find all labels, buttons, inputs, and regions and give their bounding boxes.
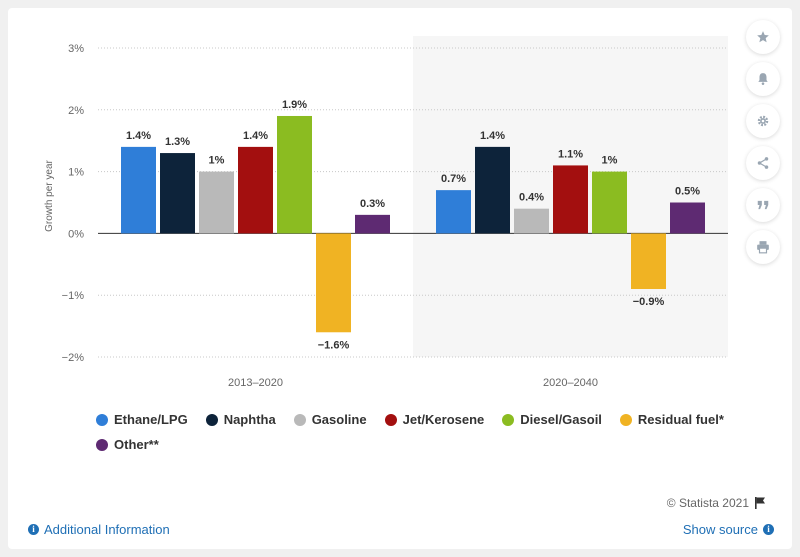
statista-credit[interactable]: © Statista 2021 <box>667 496 766 510</box>
legend-marker <box>96 413 108 426</box>
bar[interactable] <box>670 202 705 234</box>
y-tick-label: 0% <box>68 228 84 240</box>
data-label: 1.4% <box>126 130 151 142</box>
info-icon: i <box>763 524 774 535</box>
cite-button[interactable] <box>746 188 780 222</box>
x-tick-label: 2013–2020 <box>228 377 283 389</box>
legend-item-diesel-gasoil[interactable]: Diesel/Gasoil <box>502 412 602 427</box>
data-label: 1.3% <box>165 136 190 148</box>
bar[interactable] <box>475 146 510 234</box>
data-label: 1.1% <box>558 148 583 160</box>
bar[interactable] <box>553 165 588 234</box>
bell-icon <box>758 73 768 85</box>
additional-information-label: Additional Information <box>44 522 170 537</box>
info-icon: i <box>28 524 39 535</box>
y-tick-label: −1% <box>62 290 85 302</box>
legend-label: Jet/Kerosene <box>402 412 485 427</box>
gear-icon <box>757 115 769 127</box>
show-source-label: Show source <box>682 522 758 537</box>
bar[interactable] <box>316 233 351 333</box>
bar[interactable] <box>514 208 549 234</box>
data-label: 1% <box>602 155 618 167</box>
bar[interactable] <box>277 115 312 234</box>
bar[interactable] <box>238 146 273 234</box>
share-icon <box>757 157 769 169</box>
legend-label: Naphtha <box>223 412 276 427</box>
data-label: 0.3% <box>360 198 385 210</box>
chart-legend: Ethane/LPG Naphtha Gasoline Jet/Kerosene… <box>96 412 736 452</box>
legend-marker <box>384 413 397 426</box>
settings-button[interactable] <box>746 104 780 138</box>
legend-label: Other** <box>114 437 159 452</box>
legend-label: Residual fuel* <box>637 412 724 427</box>
bar[interactable] <box>436 190 471 234</box>
bar[interactable] <box>199 171 234 234</box>
legend-item-naphtha[interactable]: Naphtha <box>205 412 276 427</box>
bar[interactable] <box>355 214 390 234</box>
data-label: 1% <box>209 155 225 167</box>
legend-marker <box>619 413 632 426</box>
legend-marker <box>205 413 218 426</box>
printer-icon <box>757 241 769 254</box>
data-label: 1.4% <box>480 130 505 142</box>
x-tick-label: 2020–2040 <box>543 377 598 389</box>
y-tick-label: 2% <box>68 105 84 117</box>
legend-label: Gasoline <box>311 412 367 427</box>
y-tick-label: 1% <box>68 167 84 179</box>
additional-information-link[interactable]: i Additional Information <box>28 522 170 537</box>
quote-icon <box>757 200 769 210</box>
legend-item-jet-kerosene[interactable]: Jet/Kerosene <box>384 412 485 427</box>
data-label: 0.5% <box>675 186 700 198</box>
flag-icon <box>755 497 765 509</box>
star-icon <box>757 31 769 43</box>
data-label: 0.7% <box>441 173 466 185</box>
legend-marker <box>293 413 306 426</box>
data-label: 1.9% <box>282 99 307 111</box>
y-tick-label: −2% <box>62 352 85 364</box>
print-button[interactable] <box>746 230 780 264</box>
bar[interactable] <box>121 146 156 234</box>
y-tick-label: 3% <box>68 43 84 55</box>
data-label: 1.4% <box>243 130 268 142</box>
bar-chart: 3% 2% 1% 0% −1% −2% 1.4% 1.3% 1% 1.4% 1.9% −1.6% 0.… <box>44 36 728 389</box>
legend-marker <box>96 438 108 451</box>
legend-marker <box>502 413 515 426</box>
legend-item-gasoline[interactable]: Gasoline <box>293 412 367 427</box>
legend-item-ethane-lpg[interactable]: Ethane/LPG <box>96 412 188 427</box>
data-label: 0.4% <box>519 192 544 204</box>
share-button[interactable] <box>746 146 780 180</box>
legend-item-residual-fuel[interactable]: Residual fuel* <box>619 412 724 427</box>
legend-item-other[interactable]: Other** <box>96 437 159 452</box>
legend-label: Ethane/LPG <box>114 412 188 427</box>
bar[interactable] <box>592 171 627 234</box>
legend-label: Diesel/Gasoil <box>520 412 602 427</box>
show-source-link[interactable]: Show source i <box>683 522 774 537</box>
data-label: −1.6% <box>318 339 350 351</box>
bar[interactable] <box>631 233 666 290</box>
bell-button[interactable] <box>746 62 780 96</box>
data-label: −0.9% <box>633 296 665 308</box>
credit-text: © Statista 2021 <box>666 496 749 510</box>
bar[interactable] <box>160 153 195 234</box>
star-button[interactable] <box>746 20 780 54</box>
y-axis-title: Growth per year <box>44 159 55 231</box>
chart-card: 3% 2% 1% 0% −1% −2% 1.4% 1.3% 1% 1.4% 1.9% −1.6% 0.… <box>8 8 792 549</box>
